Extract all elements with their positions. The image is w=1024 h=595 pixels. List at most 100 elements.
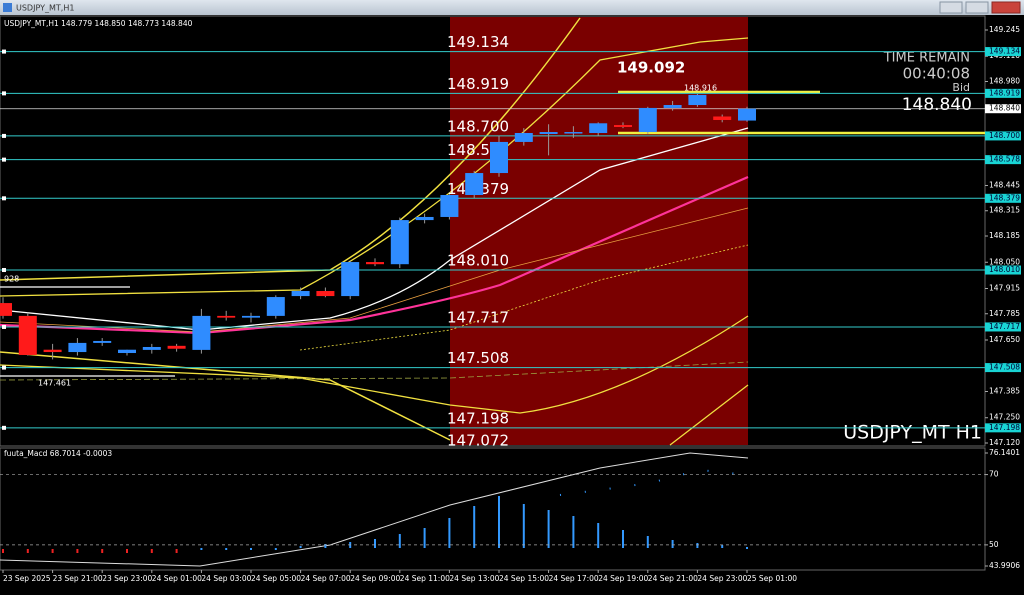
bid-tag <box>985 104 1021 114</box>
histogram-bar <box>374 539 376 548</box>
moving-average <box>0 175 749 335</box>
y-tick-label: 148.050 <box>989 257 1020 266</box>
level-tag <box>985 265 1021 275</box>
histogram-bar <box>522 504 525 548</box>
level-handle <box>2 365 6 370</box>
candle-body <box>713 116 732 120</box>
level-handle <box>2 157 6 162</box>
title-bar <box>0 0 1024 15</box>
candle-body <box>266 297 285 316</box>
x-tick-label: 24 Sep 11:00 <box>400 574 450 583</box>
histogram-dot <box>126 549 128 553</box>
close-button[interactable] <box>991 1 1021 14</box>
indicator-tick-label: 50 <box>989 540 999 549</box>
candle-body <box>638 107 657 133</box>
band-lower <box>0 351 451 441</box>
y-tick-label: 149.245 <box>989 25 1020 34</box>
candle-body <box>167 345 186 349</box>
candle-body <box>68 342 87 353</box>
histogram-bar <box>597 523 600 548</box>
candle-body <box>539 132 558 134</box>
x-tick-label: 23 Sep 21:00 <box>53 574 103 583</box>
y-tick-label: 148.980 <box>989 77 1020 86</box>
histogram-dot <box>150 549 153 553</box>
indicator-lines <box>0 17 985 446</box>
candle-body <box>43 349 62 353</box>
x-tick-label: 23 Sep 23:00 <box>102 574 152 583</box>
histogram-dot <box>101 549 104 553</box>
candle-body <box>663 105 682 108</box>
minimize-button[interactable] <box>939 1 963 14</box>
candle-body <box>341 262 360 297</box>
candle-body <box>490 141 508 174</box>
histogram-dot <box>175 549 178 553</box>
histogram-bar <box>299 546 302 548</box>
candle-body <box>316 291 335 297</box>
x-tick-label: 24 Sep 15:00 <box>499 574 549 583</box>
histogram-bar <box>572 516 575 548</box>
level-handle <box>2 49 6 54</box>
level-handle <box>2 268 6 273</box>
time-remain: 00:40:08 <box>903 65 970 83</box>
left-label: 928 <box>4 275 19 284</box>
x-tick-label: 25 Sep 01:00 <box>747 574 797 583</box>
histogram-bar <box>622 530 624 548</box>
x-tick-label: 24 Sep 03:00 <box>201 574 251 583</box>
level-tag-label: 147.508 <box>989 363 1020 372</box>
y-tick-label: 147.250 <box>989 413 1020 422</box>
candle-body <box>589 123 608 134</box>
histogram-bar <box>448 518 451 548</box>
indicator-tick-label: 70 <box>989 470 999 479</box>
level-label: 148.919 <box>447 75 509 93</box>
candle-body <box>217 315 236 318</box>
x-tick-label: 24 Sep 01:00 <box>152 574 202 583</box>
y-tick-label: 147.915 <box>989 283 1020 292</box>
candle-body <box>18 315 37 355</box>
moving-average-2 <box>0 127 749 331</box>
candle-body <box>93 340 112 343</box>
level-label: 148.700 <box>447 117 509 135</box>
session-zone <box>450 17 748 445</box>
indicator-tick-label: 43.9906 <box>989 561 1020 570</box>
level-tag <box>985 423 1021 433</box>
x-tick-label: 24 Sep 13:00 <box>449 574 499 583</box>
window-icon <box>3 3 12 12</box>
moving-average-3 <box>0 207 749 333</box>
histogram-bar <box>498 496 500 548</box>
level-label: 148.010 <box>447 252 509 270</box>
chart-header: USDJPY_MT,H1 148.779 148.850 148.773 148… <box>4 19 193 28</box>
candle-body <box>564 132 583 134</box>
histogram-bar <box>225 548 228 550</box>
histogram-bar <box>274 548 277 550</box>
level-tag-label: 147.198 <box>989 423 1020 432</box>
level-label: 147.072 <box>447 432 509 450</box>
bar-high-label: 148.916 <box>684 84 717 93</box>
level-tag <box>985 363 1021 373</box>
histogram-bar <box>671 540 674 548</box>
histogram-dot <box>51 549 54 553</box>
level-label: 147.508 <box>447 349 509 367</box>
level-tag <box>985 193 1021 203</box>
candle-body <box>465 173 484 196</box>
candle-body <box>688 94 707 106</box>
histogram-bar <box>721 545 724 548</box>
candle-body <box>440 195 459 217</box>
histogram-bar <box>200 548 203 550</box>
level-label: 147.717 <box>447 308 509 326</box>
macd-line <box>0 452 749 567</box>
candle-body <box>142 346 161 350</box>
band-lower-3 <box>669 384 749 446</box>
x-tick-label: 24 Sep 17:00 <box>549 574 599 583</box>
level-handle <box>2 133 6 138</box>
histogram-bar <box>696 543 699 548</box>
level-label: 149.134 <box>447 33 509 51</box>
maximize-button[interactable] <box>965 1 989 14</box>
histogram-dot <box>2 549 4 553</box>
band-upper <box>0 17 581 281</box>
level-handle <box>2 324 6 329</box>
y-tick-label: 147.785 <box>989 309 1020 318</box>
level-tag-label: 148.578 <box>989 155 1020 164</box>
macd-lines <box>0 452 749 567</box>
